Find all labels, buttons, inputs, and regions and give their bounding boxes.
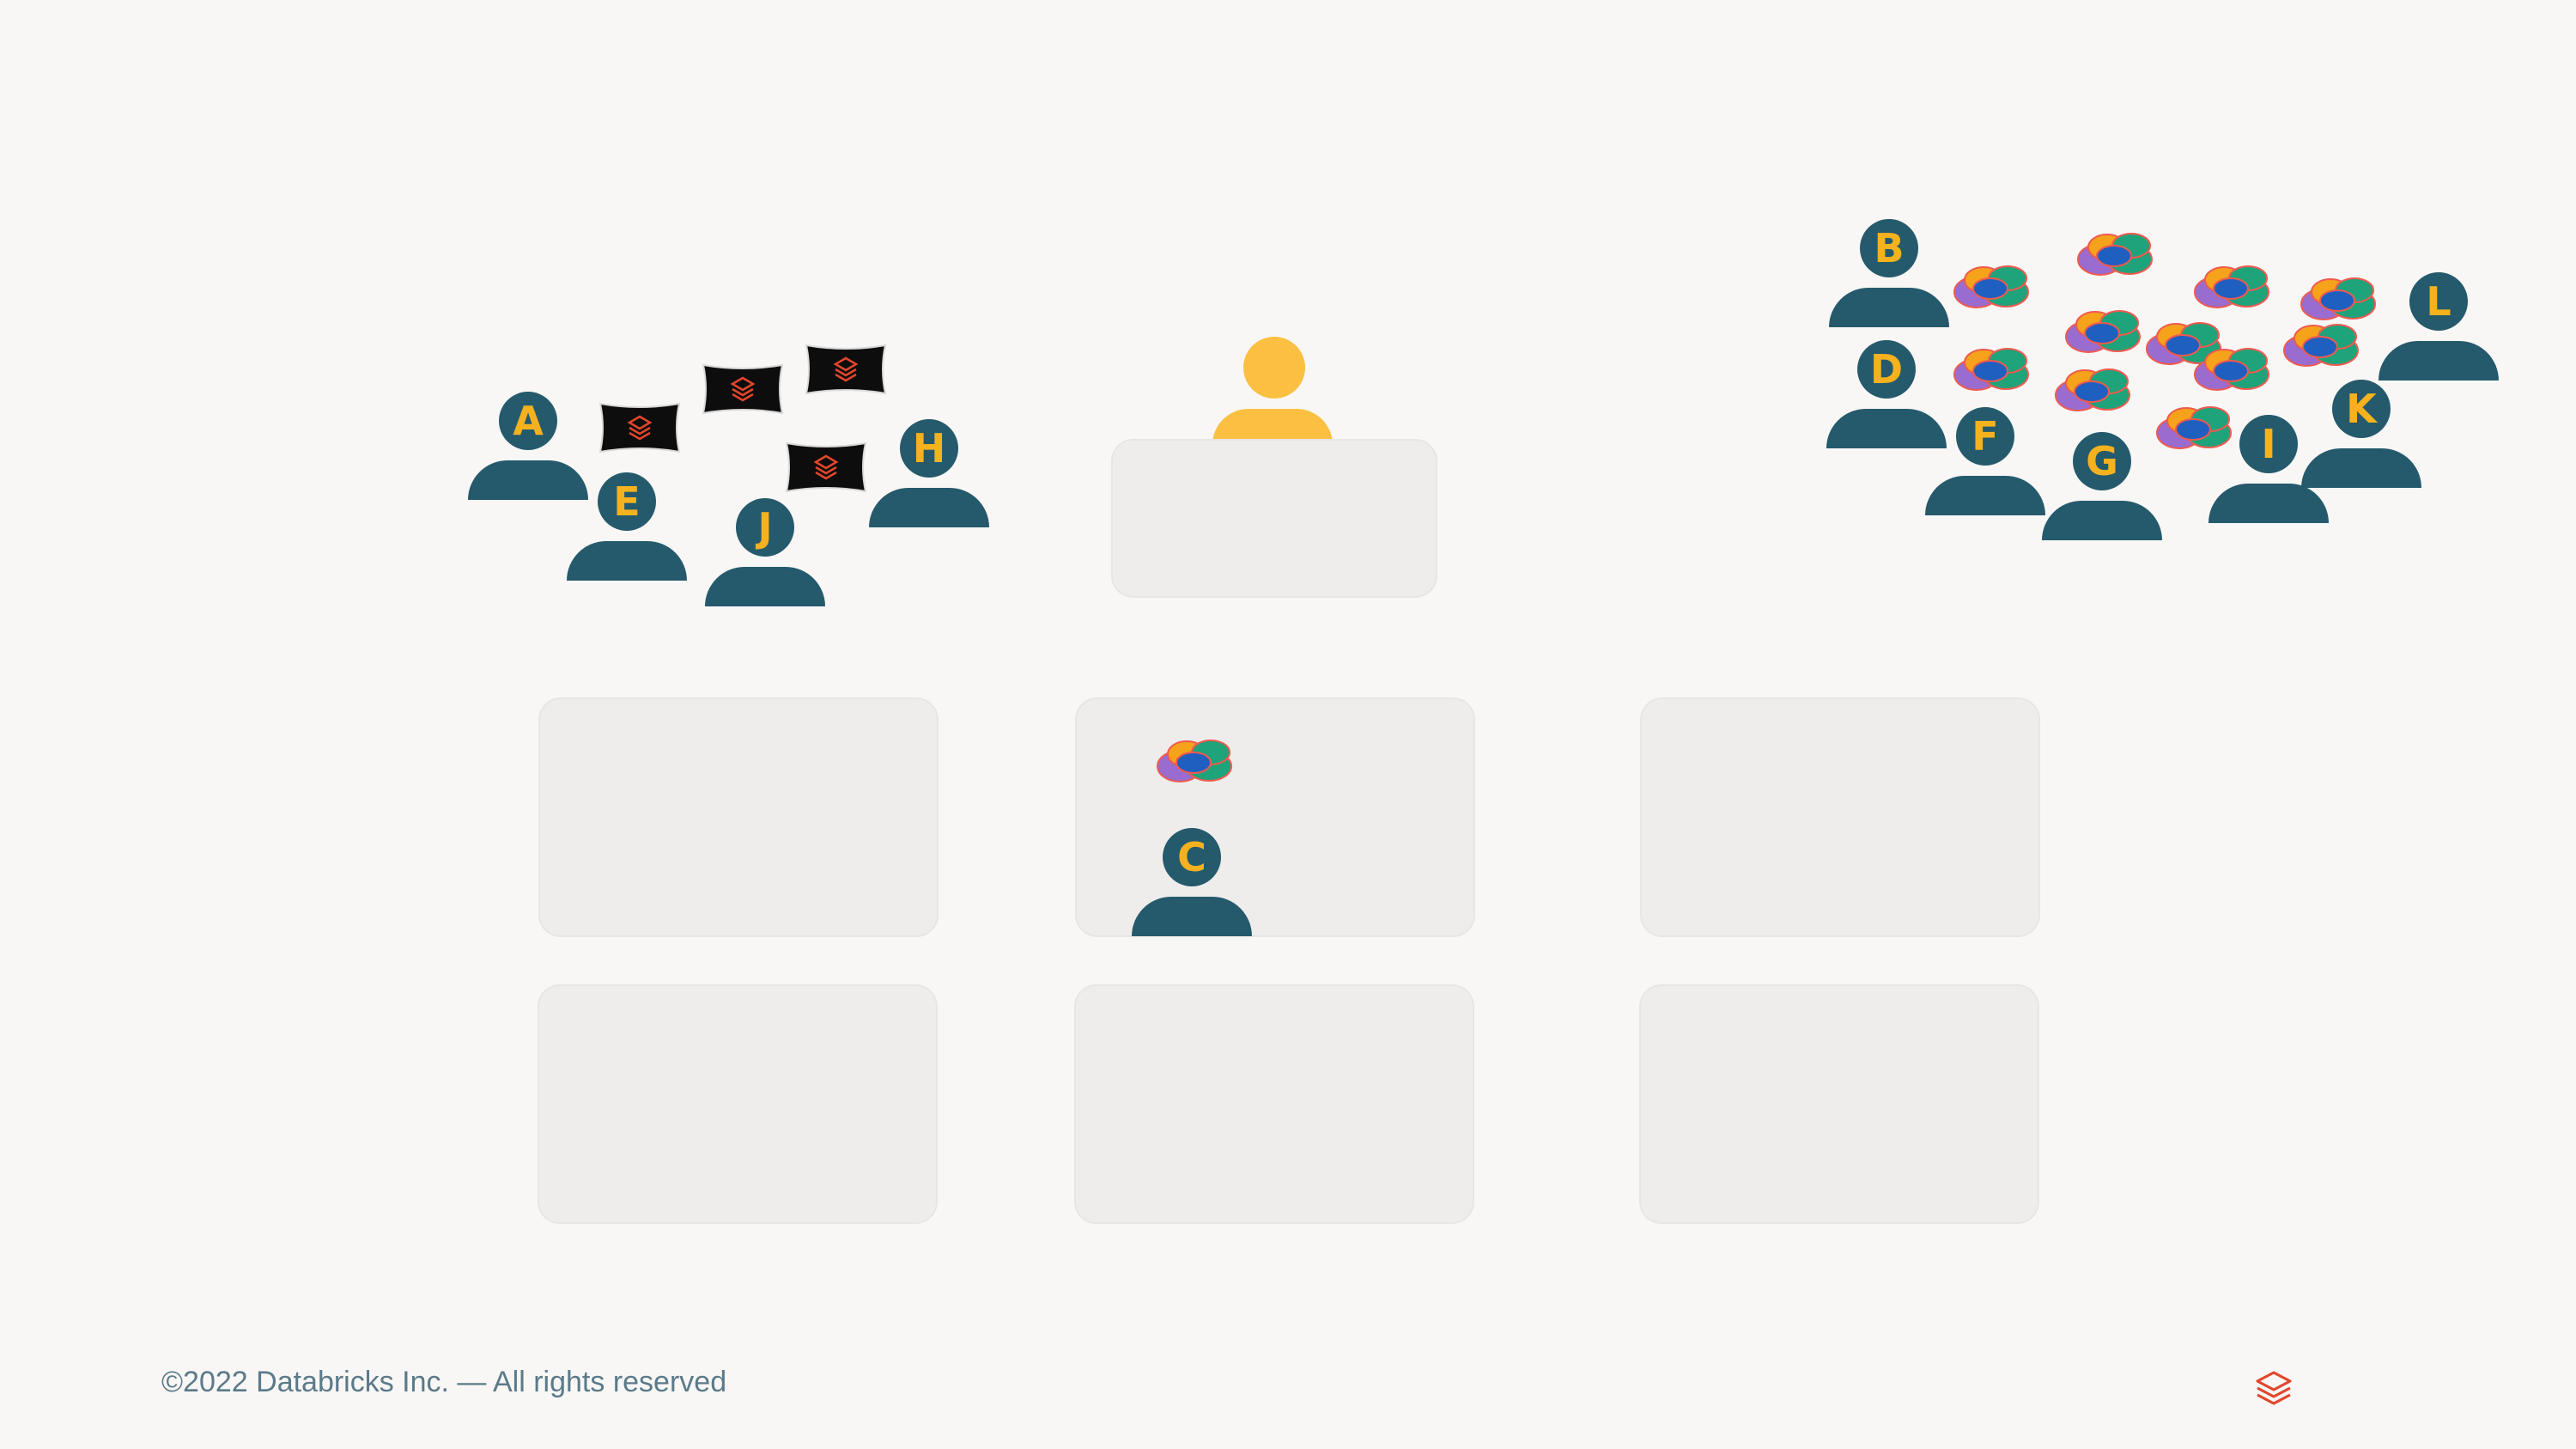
person-letter: A [513,398,544,444]
databricks-pillow-icon [598,402,681,454]
person-letter: B [1874,225,1905,271]
person-letter: L [2426,278,2451,325]
community-badge-icon [2065,310,2141,353]
person-head: C [1163,828,1221,886]
student-table-4 [538,984,938,1224]
databricks-pillow-icon [805,344,887,395]
person-body [869,488,989,527]
person-head: B [1860,219,1918,277]
person-head: L [2409,272,2468,331]
person-d: D [1826,340,1947,448]
student-table-2 [1075,697,1475,937]
person-body [1829,288,1949,327]
person-body [2042,501,2162,540]
databricks-pillow-icon [785,441,867,493]
instructor-desk [1111,439,1437,598]
community-badge-icon [1157,740,1232,782]
person-letter: G [2086,438,2118,484]
person-k: K [2301,380,2421,488]
person-body [468,460,588,500]
person-head: J [736,498,794,557]
person-body [2208,484,2329,523]
student-table-6 [1639,984,2039,1224]
person-head: E [598,472,656,531]
person-head: H [900,419,958,478]
person-head: G [2073,432,2131,490]
student-table-1 [538,697,939,937]
community-badge-icon [2146,322,2221,365]
community-badge-icon [1953,348,2029,391]
community-badge-icon [2194,348,2269,391]
person-h: H [869,419,989,527]
community-badge-icon [2077,233,2153,276]
databricks-logo-icon [2256,1371,2292,1405]
community-badge-icon [2055,368,2130,411]
person-body [2301,448,2421,488]
person-head: I [2239,415,2298,473]
person-letter: F [1971,413,1999,460]
community-badge-icon [2283,324,2359,367]
instructor-head [1243,337,1305,399]
footer-copyright: ©2022 Databricks Inc. — All rights reser… [161,1366,727,1398]
databricks-pillow-icon [702,363,784,415]
person-j: J [705,498,825,606]
person-body [2379,341,2499,381]
person-g: G [2042,432,2162,540]
person-letter: J [757,504,773,551]
person-body [705,567,825,606]
instructor [1212,337,1333,445]
person-b: B [1829,219,1949,327]
person-letter: C [1177,834,1206,880]
person-letter: H [912,425,946,472]
person-head: A [499,392,557,450]
community-badge-icon [2194,265,2269,308]
person-letter: K [2346,386,2377,432]
person-body [1925,476,2045,515]
person-i: I [2208,415,2329,523]
community-badge-icon [2300,277,2376,320]
person-head: K [2332,380,2391,438]
person-body [1826,409,1947,448]
person-c: C [1132,828,1252,936]
community-badge-icon [1953,265,2029,308]
person-head: F [1956,407,2014,466]
person-body [567,541,687,581]
person-a: A [468,392,588,500]
community-badge-icon [2156,406,2232,449]
person-letter: D [1869,346,1904,393]
student-table-5 [1074,984,1474,1224]
student-table-3 [1640,697,2040,937]
person-letter: E [613,478,641,525]
person-body [1132,897,1252,936]
person-l: L [2379,272,2499,381]
person-letter: I [2261,421,2276,467]
person-head: D [1857,340,1916,399]
person-e: E [567,472,687,581]
person-f: F [1925,407,2045,515]
